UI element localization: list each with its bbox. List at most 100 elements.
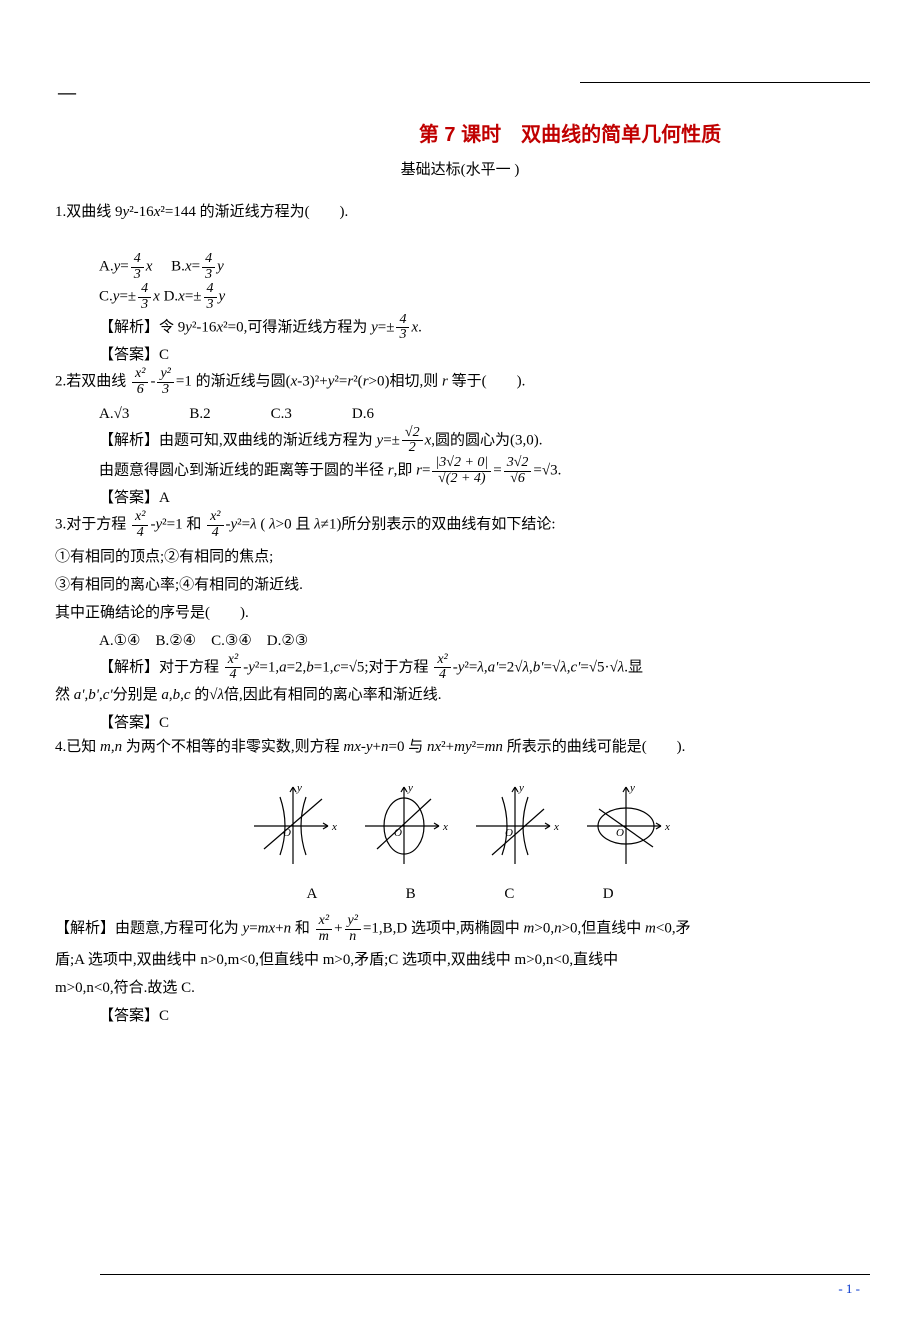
diagram-label-b: B (363, 882, 458, 906)
frac: x²4 (225, 653, 241, 683)
num: y² (157, 367, 173, 383)
den: m (316, 930, 332, 945)
frac: 43 (204, 282, 217, 312)
footer-rule (100, 1274, 870, 1275)
var: my (454, 739, 472, 755)
svg-text:y: y (296, 782, 302, 794)
q4-analysis-3: m>0,n<0,符合.故选 C. (55, 976, 865, 1000)
text: >0)相切,则 (369, 374, 442, 390)
opt-c-label: C. (99, 289, 113, 305)
text: <0,矛 (656, 921, 691, 937)
frac: 43 (138, 282, 151, 312)
opt-d-label: D. (164, 289, 179, 305)
diagram-a: x y O (246, 779, 341, 874)
den: √6 (504, 472, 532, 487)
q3-line4: 其中正确结论的序号是( ). (55, 601, 865, 625)
svg-text:y: y (407, 782, 413, 794)
text: =√3. (533, 463, 561, 479)
var: c' (570, 659, 580, 675)
var: n (284, 921, 292, 937)
frac: 43 (131, 252, 144, 282)
var: y (219, 289, 226, 305)
var: mx (343, 739, 361, 755)
den: √(2 + 4) (432, 472, 491, 487)
frac: √22 (402, 426, 423, 456)
num: x² (132, 367, 148, 383)
frac: y²3 (157, 367, 173, 397)
lesson-title: 第 7 课时 双曲线的简单几何性质 (330, 120, 810, 150)
var: b' (88, 687, 99, 703)
den: 3 (131, 268, 144, 283)
num: x² (207, 510, 223, 526)
frac: 43 (396, 313, 409, 343)
text: - (150, 374, 155, 390)
den: 4 (207, 526, 223, 541)
den: 4 (434, 668, 450, 683)
text: 等于( ). (448, 374, 526, 390)
opt-b-label: B. (171, 259, 185, 275)
frac: x²6 (132, 367, 148, 397)
text: ²-16 (129, 204, 154, 220)
text: =√5·√ (580, 659, 617, 675)
var: y (248, 659, 255, 675)
eq: = (120, 259, 128, 275)
den: 4 (132, 526, 148, 541)
frac: y²n (345, 914, 361, 944)
num: 4 (202, 252, 215, 268)
text: 【解析】由题可知,双曲线的渐近线方程为 (99, 432, 377, 448)
q3-line2: ①有相同的顶点;②有相同的焦点; (55, 545, 865, 569)
den: 2 (402, 441, 423, 456)
frac: x²m (316, 914, 332, 944)
var: a' (74, 687, 85, 703)
text: =± (378, 319, 395, 335)
question-4: 4.已知 m,n 为两个不相等的非零实数,则方程 mx-y+n=0 与 nx²+… (55, 735, 865, 759)
eq: = (192, 259, 200, 275)
header-dash: — (58, 78, 76, 107)
text: =2√ (498, 659, 522, 675)
diagram-c: x y O (468, 779, 563, 874)
opt-a: A.√3 (99, 406, 129, 422)
num: 4 (396, 313, 409, 329)
text: ²=0,可得渐近线方程为 (223, 319, 371, 335)
opt-a-label: A. (99, 259, 114, 275)
header-rule (580, 82, 870, 83)
var: nx (427, 739, 441, 755)
q3-answer: 【答案】C (99, 711, 865, 735)
var: c (184, 687, 191, 703)
diagram-b: x y O (357, 779, 452, 874)
text: =2, (287, 659, 307, 675)
var: n (381, 739, 389, 755)
opt-d: D.6 (352, 406, 374, 422)
var: n (115, 739, 123, 755)
text: 然 (55, 687, 74, 703)
q3-analysis-1: 【解析】对于方程 x²4-y²=1,a=2,b=1,c=√5;对于方程 x²4-… (99, 653, 865, 683)
text: 和 (291, 921, 314, 937)
opt-b: B.2 (189, 406, 210, 422)
text: 2.若双曲线 (55, 374, 130, 390)
text: = (249, 921, 257, 937)
den: 3 (204, 298, 217, 313)
diagram-label-a: A (264, 882, 359, 906)
eq: =± (119, 289, 136, 305)
q1-answer: 【答案】C (99, 343, 865, 367)
text: ²= (334, 374, 347, 390)
frac: x²4 (207, 510, 223, 540)
text: =± (383, 432, 400, 448)
text: =0 与 (389, 739, 427, 755)
q3-line3: ③有相同的离心率;④有相同的渐近线. (55, 573, 865, 597)
den: n (345, 930, 361, 945)
svg-text:x: x (664, 821, 670, 833)
text: = (493, 463, 501, 479)
text: 【解析】令 9 (99, 319, 185, 335)
svg-text:x: x (442, 821, 448, 833)
text: 分别是 (113, 687, 162, 703)
num: x² (225, 653, 241, 669)
var: y (185, 319, 192, 335)
text: + (373, 739, 381, 755)
svg-text:y: y (518, 782, 524, 794)
text: 4.已知 (55, 739, 100, 755)
text: 的√ (191, 687, 218, 703)
text: =√ (544, 659, 561, 675)
text: =√5;对于方程 (340, 659, 432, 675)
text: + (334, 921, 342, 937)
